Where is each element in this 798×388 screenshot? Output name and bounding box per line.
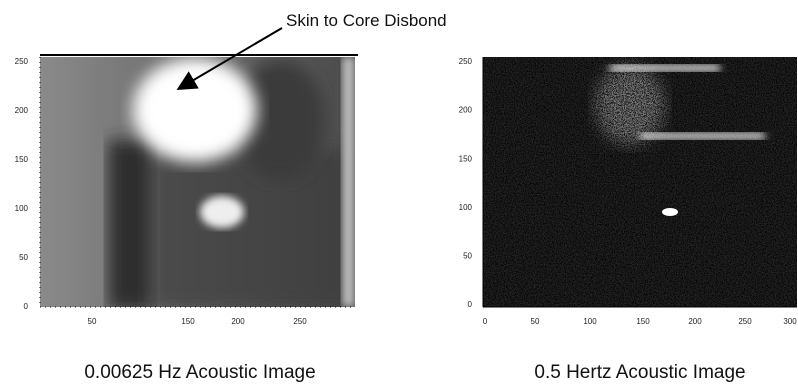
x-tick-label: 100 xyxy=(583,317,597,326)
x-tick-label: 250 xyxy=(293,317,307,326)
x-tick-label: 150 xyxy=(181,317,195,326)
x-tick-label: 200 xyxy=(688,317,702,326)
x-tick-label: 250 xyxy=(738,317,752,326)
low-frequency-image xyxy=(40,57,355,307)
y-tick-label: 200 xyxy=(459,106,473,115)
y-tick-label: 0 xyxy=(24,302,29,311)
x-tick-label: 0 xyxy=(483,317,488,326)
x-tick-label: 50 xyxy=(531,317,540,326)
y-tick-label: 100 xyxy=(15,204,29,213)
caption: 0.5 Hertz Acoustic Image xyxy=(534,362,745,383)
y-tick-label: 250 xyxy=(459,57,473,66)
x-tick-label: 150 xyxy=(636,317,650,326)
annotation: Skin to Core Disbond xyxy=(286,11,447,30)
x-tick-label: 300 xyxy=(783,317,797,326)
y-tick-label: 250 xyxy=(15,57,29,66)
y-tick-label: 0 xyxy=(468,300,473,309)
caption: 0.00625 Hz Acoustic Image xyxy=(84,362,315,383)
x-tick-label: 50 xyxy=(88,317,97,326)
y-tick-label: 50 xyxy=(19,253,28,262)
x-tick-label: 200 xyxy=(231,317,245,326)
y-tick-label: 150 xyxy=(459,154,473,163)
y-tick-label: 100 xyxy=(459,203,473,212)
high-frequency-image xyxy=(483,57,797,307)
y-tick-label: 150 xyxy=(15,155,29,164)
y-tick-label: 200 xyxy=(15,106,29,115)
y-tick-label: 50 xyxy=(463,252,472,261)
